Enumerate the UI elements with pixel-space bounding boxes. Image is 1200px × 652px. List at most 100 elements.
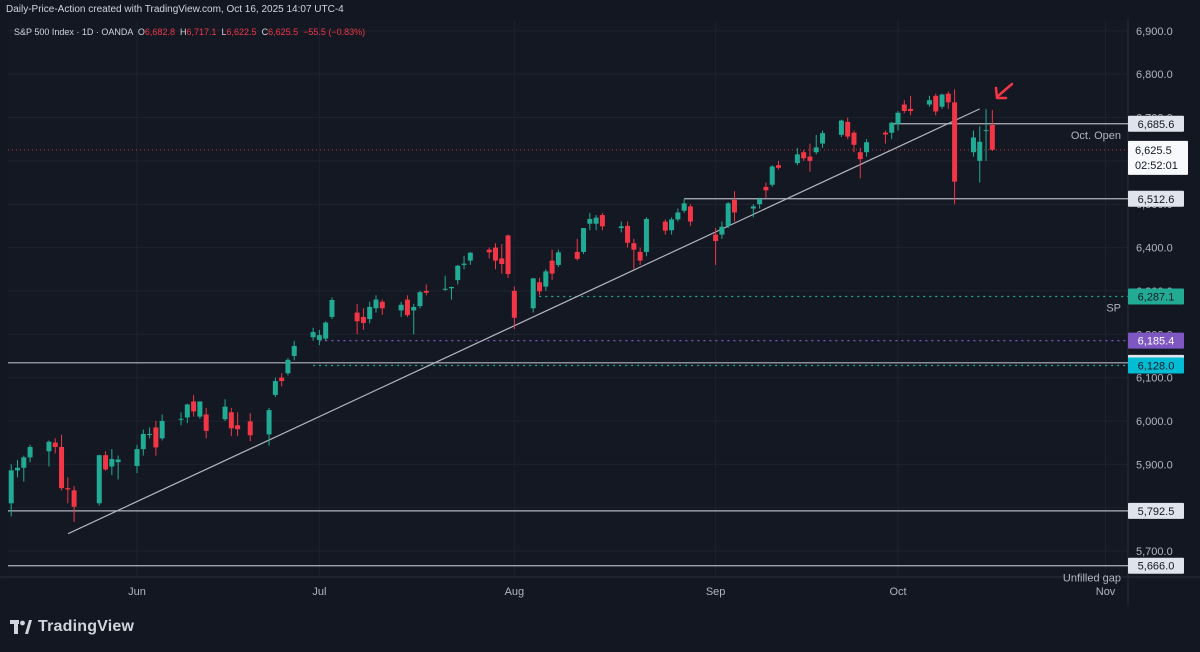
candle-body [901,104,907,112]
candle-body [272,381,278,395]
candle-body [153,427,159,448]
trendline [67,108,981,535]
candle-body [115,459,121,463]
time-tick-label: Jul [312,586,326,598]
high-value: 6,717.1 [186,27,217,37]
candle-body [21,457,27,468]
level-6128-tag: 6,128.0 [1138,360,1175,372]
close-value: 6,625.5 [268,27,299,37]
candle-body [593,217,599,224]
candle-body [46,441,52,452]
candle-body [316,335,322,340]
candle-body [801,152,807,159]
candle-body [417,292,423,307]
candle-body [184,404,190,418]
candle-body [8,470,14,504]
candle-body [952,102,958,182]
chart-area[interactable] [8,20,1128,577]
candle-body [599,215,605,227]
time-tick-label: Oct [889,586,906,598]
candle-body [687,206,693,222]
level-6685-tag-bg [1128,115,1184,132]
candle-body [103,455,109,470]
candle-body [505,235,511,275]
candle-body [983,130,989,132]
candle-body [731,199,737,213]
candle-body [757,199,763,205]
level-6185-tag: 6,185.4 [1138,336,1175,348]
candle-body [448,287,454,289]
bar-countdown: 02:52:01 [1135,160,1178,172]
level-6287-tag-bg [1128,288,1184,305]
candle-body [191,401,197,412]
price-chart[interactable]: 6,900.06,800.06,700.06,600.06,500.06,400… [0,0,1200,604]
price-tick-label: 6,800.0 [1136,69,1173,81]
candle-body [492,247,498,261]
candle-body [769,166,775,185]
candle-body [285,359,291,374]
price-tick-label: 5,700.0 [1136,546,1173,558]
candle-body [725,203,731,226]
candle-body [675,212,681,220]
candle-body [939,94,945,107]
candle-body [323,322,329,339]
price-tick-label: 5,900.0 [1136,459,1173,471]
candle-body [203,414,209,431]
candle-body [52,442,58,447]
candle-body [719,226,725,235]
last-price-tag-bg [1128,140,1188,175]
candle-body [555,252,561,265]
candle-body [404,299,410,316]
level-5666-tag-bg [1128,557,1184,574]
candle-body [147,433,153,435]
candle-body [71,490,77,507]
candle-body [977,141,983,161]
candle-body [373,299,379,309]
candle-body [228,412,234,429]
candle-body [59,446,65,489]
level-5666-annotation: Unfilled gap [1063,573,1121,585]
candle-body [486,249,492,253]
level-6185-tag-bg [1128,332,1184,349]
footer [0,604,1200,652]
time-tick-label: Jun [128,586,146,598]
candle-body [178,418,184,420]
candle-body [530,278,536,309]
candle-body [291,345,297,356]
candle-body [681,203,687,211]
arrow-head-icon [994,86,1008,100]
candle-body [511,290,517,318]
candle-body [945,93,951,103]
open-value: 6,682.8 [144,27,175,37]
tradingview-logo[interactable]: TradingView [10,618,134,636]
candle-body [820,133,826,144]
candle-body [543,271,549,287]
candle-body [461,263,467,265]
candle-body [581,228,587,252]
candle-body [140,433,146,450]
tradingview-wordmark: TradingView [38,618,135,635]
chart-credit: Daily-Price-Action created with TradingV… [6,4,344,15]
candle-body [499,258,505,265]
candle-body [279,377,285,382]
candle-body [27,446,33,458]
candle-body [637,251,643,261]
candle-body [669,219,675,231]
candle-body [235,425,241,430]
candle-body [247,421,253,436]
candle-body [926,100,932,105]
candle-body [134,449,140,467]
level-6512-tag-bg [1128,190,1184,207]
candle-body [197,401,203,417]
level-6287-tag: 6,287.1 [1138,292,1175,304]
candle-body [631,243,637,250]
level-5792-tag: 5,792.5 [1138,506,1175,518]
time-tick-label: Nov [1096,586,1116,598]
level-6685-annotation: Oct. Open [1071,130,1121,142]
candle-body [398,304,404,311]
candle-body [864,142,870,153]
price-tick-label: 6,000.0 [1136,416,1173,428]
candle-body [329,300,335,317]
candle-body [467,252,473,261]
level-6512-tag: 6,512.6 [1138,194,1175,206]
